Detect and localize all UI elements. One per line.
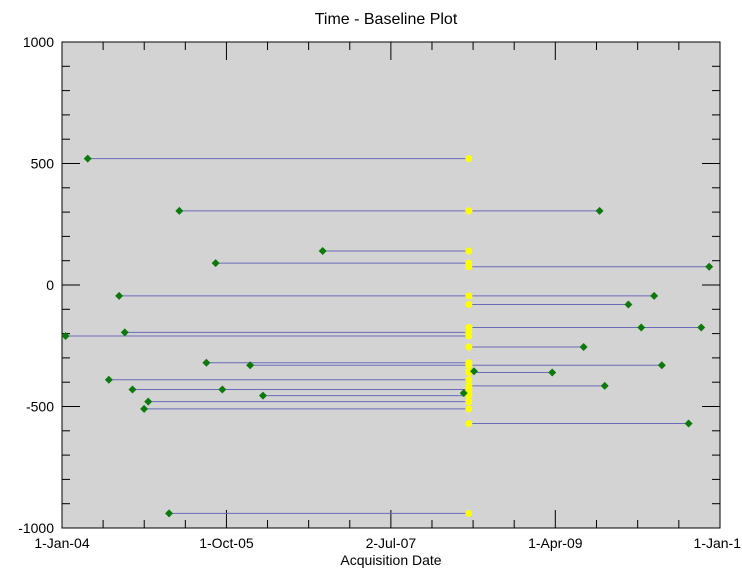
master-marker bbox=[465, 332, 473, 340]
acquisition-point bbox=[459, 389, 468, 398]
acquisition-point bbox=[128, 385, 137, 394]
master-marker bbox=[465, 155, 473, 163]
acquisition-point bbox=[657, 361, 666, 370]
acquisition-points bbox=[61, 154, 714, 518]
master-marker bbox=[465, 343, 473, 351]
master-marker bbox=[465, 509, 473, 517]
acquisition-point bbox=[61, 332, 70, 341]
acquisition-point bbox=[548, 368, 557, 377]
baseline-connections bbox=[65, 158, 710, 514]
acquisition-point bbox=[600, 381, 609, 390]
y-tick-label: 500 bbox=[31, 156, 55, 172]
master-marker bbox=[465, 376, 473, 384]
acquisition-point bbox=[624, 300, 633, 309]
x-tick-label: 1-Jan-04 bbox=[34, 535, 89, 551]
acquisition-point bbox=[246, 361, 255, 370]
acquisition-point bbox=[595, 206, 604, 215]
acquisition-point bbox=[650, 291, 659, 300]
master-marker bbox=[465, 263, 473, 271]
master-markers bbox=[465, 155, 473, 517]
acquisition-point bbox=[104, 375, 113, 384]
acquisition-point bbox=[705, 262, 714, 271]
acquisition-point bbox=[120, 328, 129, 337]
master-marker bbox=[465, 420, 473, 428]
master-marker bbox=[465, 398, 473, 406]
master-marker bbox=[465, 361, 473, 369]
master-marker bbox=[465, 300, 473, 308]
master-marker bbox=[465, 324, 473, 332]
acquisition-point bbox=[469, 367, 478, 376]
acquisition-point bbox=[144, 397, 153, 406]
master-marker bbox=[465, 247, 473, 255]
acquisition-point bbox=[258, 391, 267, 400]
master-marker bbox=[465, 392, 473, 400]
chart-title: Time - Baseline Plot bbox=[315, 11, 458, 28]
acquisition-point bbox=[637, 323, 646, 332]
axis-ticks bbox=[61, 41, 721, 529]
acquisition-point bbox=[115, 291, 124, 300]
x-tick-label: 1-Jan-1 bbox=[694, 535, 742, 551]
acquisition-point bbox=[83, 154, 92, 163]
master-marker bbox=[465, 405, 473, 413]
x-tick-label: 1-Apr-09 bbox=[528, 535, 583, 551]
acquisition-point bbox=[579, 342, 588, 351]
y-tick-label: 1000 bbox=[23, 34, 54, 50]
master-marker bbox=[465, 207, 473, 215]
acquisition-point bbox=[140, 404, 149, 413]
master-marker bbox=[465, 292, 473, 300]
x-tick-label: 1-Oct-05 bbox=[199, 535, 254, 551]
y-tick-label: -500 bbox=[26, 399, 54, 415]
acquisition-point bbox=[202, 358, 211, 367]
x-tick-label: 2-Jul-07 bbox=[366, 535, 417, 551]
acquisition-point bbox=[165, 509, 174, 518]
acquisition-point bbox=[318, 246, 327, 255]
acquisition-point bbox=[684, 419, 693, 428]
plot-area bbox=[61, 41, 721, 529]
acquisition-point bbox=[218, 385, 227, 394]
x-axis-label: Acquisition Date bbox=[340, 552, 441, 568]
y-tick-label: -1000 bbox=[18, 520, 54, 536]
acquisition-point bbox=[697, 323, 706, 332]
acquisition-point bbox=[211, 259, 220, 268]
acquisition-point bbox=[175, 206, 184, 215]
y-tick-labels: 1000 500 0 -500 -1000 bbox=[18, 34, 54, 536]
x-tick-labels: 1-Jan-04 1-Oct-05 2-Jul-07 1-Apr-09 1-Jan-1 bbox=[34, 535, 741, 551]
y-tick-label: 0 bbox=[46, 277, 54, 293]
